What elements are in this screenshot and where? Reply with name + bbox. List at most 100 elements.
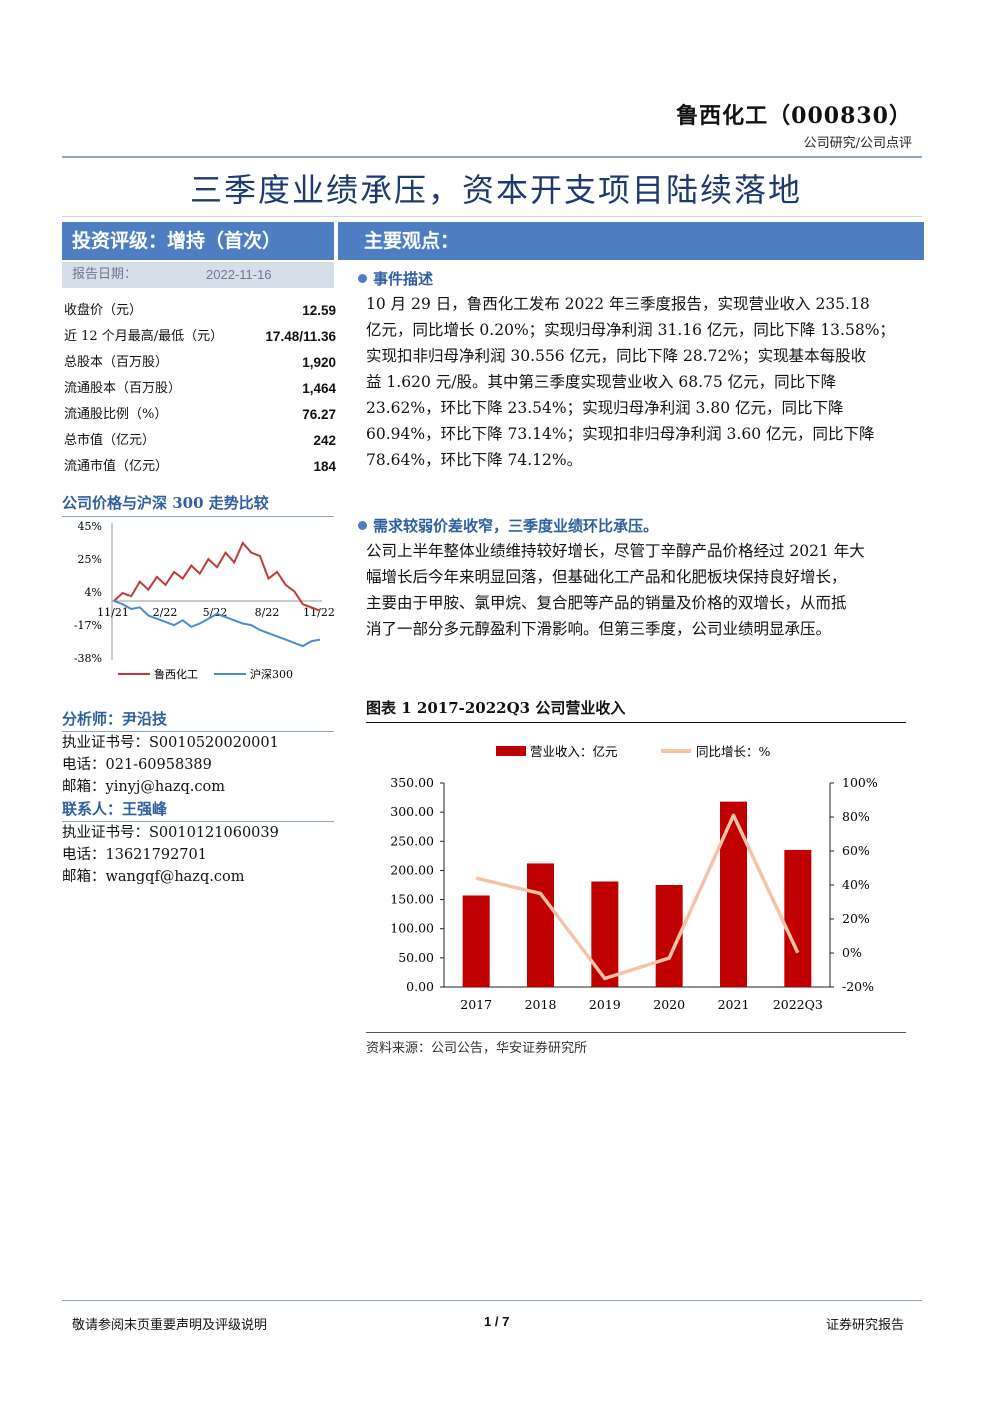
rev-y2-tick-label: -20% <box>842 979 874 994</box>
main-points-bar: 主要观点： <box>338 222 924 260</box>
stat-value: 1,464 <box>302 381 336 396</box>
stat-value: 17.48/11.36 <box>265 329 336 344</box>
rev-y2-tick-label: 60% <box>842 843 870 858</box>
header-divider <box>62 156 922 158</box>
demand-line: 幅增长后今年来明显回落，但基础化工产品和化肥板块保持良好增长， <box>366 568 847 586</box>
analyst-email[interactable]: 邮箱：yinyj@hazq.com <box>62 779 225 795</box>
event-line: 10 月 29 日，鲁西化工发布 2022 年三季度报告，实现营业收入 235.… <box>366 295 870 313</box>
price-line-index <box>113 600 321 648</box>
rev-y-tick-label: 250.00 <box>390 833 434 848</box>
rev-y2-tick-label: 40% <box>842 877 870 892</box>
analyst-block: 分析师：尹沿技 执业证书号：S0010520020001 电话：021-6095… <box>62 708 334 888</box>
analyst-cert: 执业证书号：S0010520020001 <box>62 735 279 751</box>
rev-y2-tick-label: 0% <box>842 945 862 960</box>
legend-swatch-revenue <box>496 746 526 756</box>
rev-y2-tick-label: 100% <box>842 775 878 790</box>
event-line: 78.64%，环比下降 74.12%。 <box>366 451 583 469</box>
growth-line <box>475 813 800 981</box>
stats-table: 收盘价（元） 12.59 近 12 个月最高/最低（元） 17.48/11.36 总… <box>62 298 336 480</box>
footer-divider <box>62 1300 922 1301</box>
stat-key: 总股本（百万股） <box>64 355 169 370</box>
stat-row: 收盘价（元） 12.59 <box>62 298 336 324</box>
rev-y-tick-label: 350.00 <box>390 775 434 790</box>
stat-row: 流通股本（百万股） 1,464 <box>62 376 336 402</box>
stat-row: 流通股比例（%） 76.27 <box>62 402 336 428</box>
demand-heading: 需求较弱价差收窄，三季度业绩环比承压。 <box>358 515 658 536</box>
page-number: 1 / 7 <box>484 1314 510 1329</box>
event-line: 益 1.620 元/股。其中第三季度实现营业收入 68.75 亿元，同比下降 <box>366 373 837 391</box>
rev-x-tick-label: 2022Q3 <box>773 997 823 1012</box>
stat-row: 流通市值（亿元） 184 <box>62 454 336 480</box>
contact-phone: 电话：13621792701 <box>62 847 207 863</box>
footer-disclaimer[interactable]: 敬请参阅末页重要声明及评级说明 <box>72 1318 268 1333</box>
stat-value: 76.27 <box>302 407 336 422</box>
stat-key: 流通股比例（%） <box>64 407 168 422</box>
revenue-bar <box>591 881 619 987</box>
event-line: 23.62%，环比下降 23.54%；实现归母净利润 3.80 亿元，同比下降 <box>366 399 844 417</box>
rev-y2-tick-label: 20% <box>842 911 870 926</box>
contact-email[interactable]: 邮箱：wangqf@hazq.com <box>62 869 245 885</box>
rev-y-tick-label: 0.00 <box>406 979 434 994</box>
figure-title: 图表 1 2017-2022Q3 公司营业收入 <box>366 697 906 723</box>
stat-row: 总市值（亿元） 242 <box>62 428 336 454</box>
stat-value: 12.59 <box>302 303 336 318</box>
price-line-company <box>113 541 321 612</box>
analyst-phone: 电话：021-60958389 <box>62 757 212 773</box>
contact-cert: 执业证书号：S0010121060039 <box>62 825 279 841</box>
demand-line: 主要由于甲胺、氯甲烷、复合肥等产品的销量及价格的双增长，从而抵 <box>366 594 847 612</box>
price-y-tick: 25% <box>78 553 102 566</box>
report-date-value: 2022-11-16 <box>206 267 272 282</box>
rev-x-tick-label: 2017 <box>460 997 492 1012</box>
report-type: 公司研究/公司点评 <box>803 136 912 151</box>
revenue-bar <box>784 849 812 987</box>
event-line: 实现扣非归母净利润 30.556 亿元，同比下降 28.72%；实现基本每股收 <box>366 347 867 365</box>
rev-x-tick-label: 2018 <box>525 997 557 1012</box>
revenue-bar <box>462 895 490 987</box>
price-y-tick: -38% <box>74 652 102 665</box>
demand-paragraph: 公司上半年整体业绩维持较好增长，尽管丁辛醇产品价格经过 2021 年大 幅增长后… <box>366 538 912 642</box>
rev-y-tick-label: 200.00 <box>390 862 434 877</box>
event-line: 亿元，同比增长 0.20%；实现归母净利润 31.16 亿元，同比下降 13.5… <box>366 321 895 339</box>
revenue-chart: 营业收入：亿元 同比增长：% 350.00 300.00 250.00 200.00 1… <box>390 744 878 1012</box>
price-x-tick: 11/21 <box>97 606 129 619</box>
stat-value: 1,920 <box>302 355 336 370</box>
stat-row: 近 12 个月最高/最低（元） 17.48/11.36 <box>62 324 336 350</box>
analyst-heading: 分析师：尹沿技 <box>62 708 334 732</box>
company-name: 鲁西化工（000830） <box>676 103 912 129</box>
price-chart-heading: 公司价格与沪深 300 走势比较 <box>62 492 334 517</box>
legend-label-revenue: 营业收入：亿元 <box>530 744 618 759</box>
demand-line: 公司上半年整体业绩维持较好增长，尽管丁辛醇产品价格经过 2021 年大 <box>366 542 865 560</box>
event-heading: 事件描述 <box>358 268 433 289</box>
event-line: 60.94%，环比下降 73.14%；实现扣非归母净利润 3.60 亿元，同比下… <box>366 425 875 443</box>
revenue-bar <box>720 801 747 987</box>
rev-y2-ticks: 100% 80% 60% 40% 20% 0% -20% <box>830 775 878 994</box>
stat-key: 流通市值（亿元） <box>64 459 169 474</box>
report-date-label: 报告日期： <box>72 267 138 282</box>
rev-y-tick-label: 150.00 <box>390 892 434 907</box>
contact-heading: 联系人：王强峰 <box>62 798 334 822</box>
report-title: 三季度业绩承压，资本开支项目陆续落地 <box>189 171 802 209</box>
footer-report-label: 证券研究报告 <box>825 1318 904 1333</box>
report-date-row: 报告日期： 2022-11-16 <box>62 262 334 288</box>
rev-x-tick-label: 2020 <box>653 997 685 1012</box>
rev-bars <box>462 801 812 987</box>
rev-y-tick-label: 100.00 <box>390 921 434 936</box>
rev-y-tick-label: 300.00 <box>390 804 434 819</box>
bullet-dot-icon <box>358 274 367 283</box>
event-heading-text: 事件描述 <box>373 270 434 288</box>
rev-y-ticks: 350.00 300.00 250.00 200.00 150.00 100.00 50.0… <box>390 775 444 994</box>
title-divider <box>62 216 922 217</box>
price-y-tick: 4% <box>85 586 102 599</box>
demand-heading-text: 需求较弱价差收窄，三季度业绩环比承压。 <box>373 517 659 535</box>
price-x-tick: 8/22 <box>255 606 280 619</box>
stat-row: 总股本（百万股） 1,920 <box>62 350 336 376</box>
rev-y-tick-label: 50.00 <box>398 950 434 965</box>
rev-x-ticks: 2017 2018 2019 2020 2021 2022Q3 <box>460 997 823 1012</box>
price-chart: 45% 25% 4% -17% -38% 11/21 2/22 5/22 8/2… <box>74 520 335 681</box>
price-y-tick: -17% <box>74 619 102 632</box>
price-x-tick: 11/22 <box>303 606 335 619</box>
rev-y2-tick-label: 80% <box>842 809 870 824</box>
bullet-dot-icon <box>358 521 367 530</box>
rev-x-tick-label: 2019 <box>589 997 621 1012</box>
stat-value: 242 <box>313 433 336 448</box>
